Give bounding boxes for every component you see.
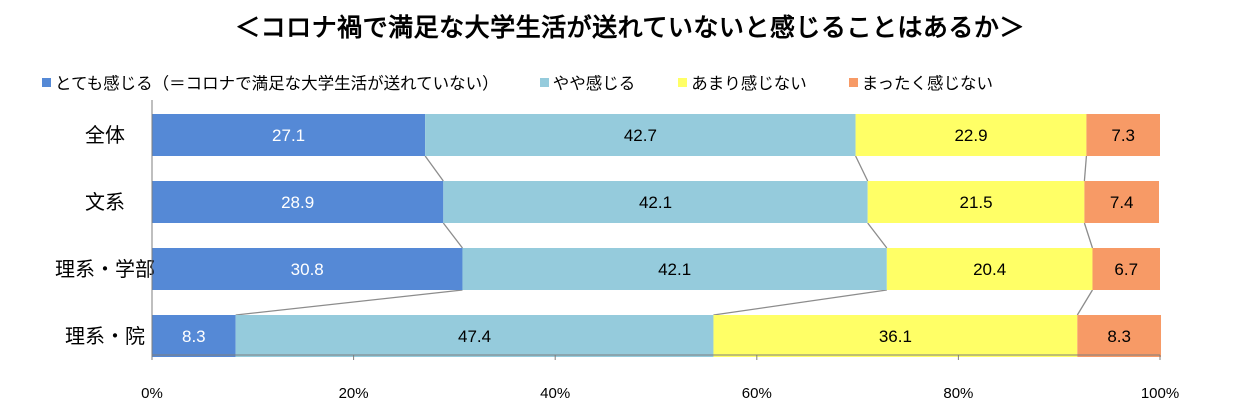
bar-segment	[152, 114, 426, 156]
data-label: 28.9	[281, 193, 314, 212]
bar-segment	[152, 248, 463, 290]
legend-label: まったく感じない	[861, 74, 994, 93]
bar-segment	[713, 315, 1078, 357]
bar-segment	[1077, 315, 1162, 357]
series-line	[1083, 222, 1094, 249]
data-label: 21.5	[959, 193, 992, 212]
legend-label: とても感じる（＝コロナで満足な大学生活が送れていない）	[55, 74, 499, 93]
legend-item-not-at-all: まったく感じない	[848, 70, 994, 94]
x-tick-label: 40%	[540, 385, 570, 402]
bar-segment	[152, 181, 444, 223]
series-line	[854, 155, 869, 182]
legend-swatch	[539, 77, 549, 87]
bar-segment	[1086, 114, 1160, 156]
legend-item-strongly: とても感じる（＝コロナで満足な大学生活が送れていない）	[42, 70, 499, 94]
data-label: 20.4	[973, 260, 1006, 279]
bar-segment	[443, 181, 868, 223]
data-label: 42.7	[624, 126, 657, 145]
bar-segment	[867, 181, 1085, 223]
legend-swatch	[678, 77, 688, 87]
data-label: 42.1	[639, 193, 672, 212]
series-line	[235, 289, 463, 316]
legend-label: あまり感じない	[691, 74, 807, 93]
data-label: 8.3	[182, 327, 206, 346]
x-tick-label: 80%	[943, 385, 973, 402]
bar-segment	[235, 315, 714, 357]
x-tick-label: 0%	[141, 385, 163, 402]
series-line	[867, 222, 888, 249]
legend-item-somewhat: やや感じる	[539, 70, 636, 94]
bar-segment	[1084, 181, 1159, 223]
legend-item-not-much: あまり感じない	[678, 70, 807, 94]
bar-segment	[152, 315, 236, 357]
x-tick-label: 60%	[742, 385, 772, 402]
data-label: 7.3	[1111, 126, 1135, 145]
legend-swatch	[848, 77, 858, 87]
data-label: 22.9	[954, 126, 987, 145]
series-line	[713, 289, 887, 316]
data-label: 7.4	[1110, 193, 1134, 212]
category-label: 文系	[85, 190, 125, 214]
x-tick-label: 100%	[1141, 385, 1179, 402]
chart-title: ＜コロナ禍で満足な大学生活が送れていないと感じることはあるか＞	[235, 13, 1025, 42]
legend: とても感じる（＝コロナで満足な大学生活が送れていない） やや感じる あまり感じな…	[42, 70, 993, 94]
series-line	[442, 222, 463, 249]
series-line	[1083, 155, 1088, 182]
category-label: 理系・学部	[55, 257, 155, 281]
x-tick-label: 20%	[339, 385, 369, 402]
bar-segment	[425, 114, 856, 156]
data-label: 47.4	[458, 327, 491, 346]
legend-label: やや感じる	[552, 74, 636, 93]
category-label: 全体	[85, 123, 125, 147]
bar-segment	[462, 248, 887, 290]
data-label: 36.1	[879, 327, 912, 346]
bar-segment	[886, 248, 1093, 290]
series-line	[1076, 289, 1094, 316]
data-label: 6.7	[1114, 260, 1138, 279]
series-line	[424, 155, 444, 182]
data-label: 42.1	[658, 260, 691, 279]
category-label: 理系・院	[65, 324, 145, 348]
data-label: 8.3	[1107, 327, 1131, 346]
legend-swatch	[42, 77, 51, 87]
bar-segment	[855, 114, 1087, 156]
data-label: 27.1	[272, 126, 305, 145]
data-label: 30.8	[291, 260, 324, 279]
bar-segment	[1092, 248, 1160, 290]
